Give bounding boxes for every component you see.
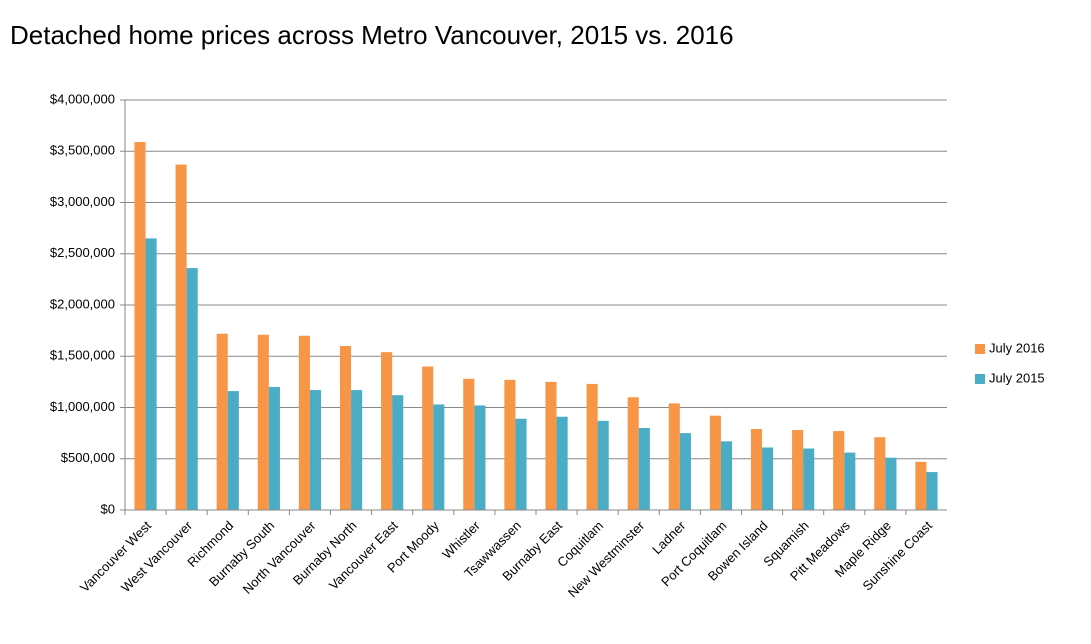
y-tick-label: $4,000,000 — [50, 91, 115, 106]
bar — [268, 387, 280, 510]
bar — [556, 416, 568, 510]
bar — [422, 366, 434, 510]
bar — [216, 333, 228, 510]
bar — [915, 461, 927, 510]
bar — [720, 441, 733, 510]
legend-label: July 2016 — [989, 340, 1045, 355]
bar — [134, 142, 146, 510]
bar — [638, 428, 650, 510]
legend-swatch — [975, 374, 985, 384]
bar — [474, 405, 486, 510]
bar — [186, 268, 198, 510]
x-tick-label: Vancouver West — [77, 518, 154, 595]
bar — [885, 457, 897, 510]
bar — [515, 418, 527, 510]
legend-label: July 2015 — [989, 370, 1045, 385]
y-tick-label: $500,000 — [61, 450, 115, 465]
x-tick-label: Ladner — [649, 517, 689, 557]
bar — [762, 447, 774, 510]
x-tick-label: West Vancouver — [118, 517, 196, 595]
y-tick-label: $0 — [101, 501, 115, 516]
bar — [504, 379, 516, 510]
bar — [874, 437, 886, 510]
bar — [750, 429, 763, 510]
bar — [586, 383, 598, 510]
bar — [227, 391, 239, 510]
bar — [709, 415, 721, 510]
bar — [463, 378, 475, 510]
bar — [597, 420, 609, 510]
bar — [844, 452, 856, 510]
bar — [833, 431, 845, 510]
y-tick-label: $2,000,000 — [50, 296, 115, 311]
bar — [298, 335, 310, 510]
y-tick-label: $3,000,000 — [50, 194, 115, 209]
legend-swatch — [975, 344, 985, 354]
bar — [257, 334, 269, 510]
bar — [792, 430, 804, 510]
bar — [803, 448, 815, 510]
bar — [668, 403, 680, 510]
x-tick-label: North Vancouver — [240, 517, 319, 596]
y-tick-label: $2,500,000 — [50, 245, 115, 260]
bar — [381, 352, 393, 510]
x-tick-label: New Westminster — [565, 517, 648, 600]
bar — [145, 238, 157, 510]
y-tick-label: $1,000,000 — [50, 399, 115, 414]
bar — [433, 404, 445, 510]
y-tick-label: $3,500,000 — [50, 143, 115, 158]
bar — [309, 390, 322, 510]
chart-title: Detached home prices across Metro Vancou… — [10, 20, 734, 50]
bar — [392, 395, 404, 510]
bar — [339, 346, 352, 510]
bar — [679, 433, 691, 510]
y-tick-label: $1,500,000 — [50, 348, 115, 363]
bar — [351, 390, 363, 510]
bar — [926, 472, 938, 510]
bar — [545, 381, 557, 510]
bar — [627, 397, 639, 510]
bar — [175, 164, 187, 510]
